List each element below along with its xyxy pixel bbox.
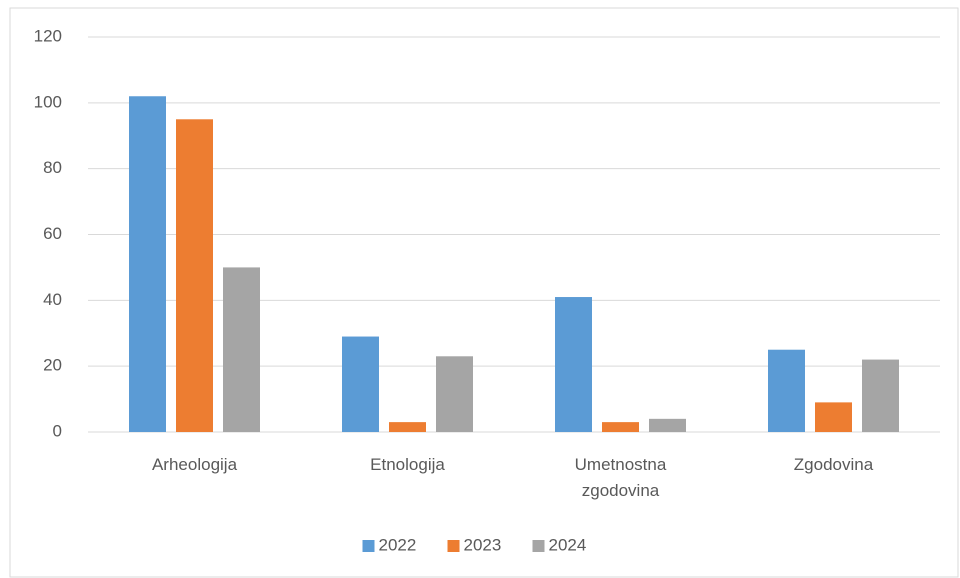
legend-swatch xyxy=(532,540,545,552)
legend-label: 2024 xyxy=(549,535,587,554)
bar xyxy=(815,402,852,432)
y-tick-label: 40 xyxy=(43,290,62,309)
bar xyxy=(555,297,592,432)
x-tick-label: Arheologija xyxy=(151,455,238,474)
legend-swatch xyxy=(362,540,375,552)
y-tick-label: 80 xyxy=(43,158,62,177)
bar xyxy=(768,349,805,432)
bar xyxy=(602,422,639,432)
y-tick-label: 20 xyxy=(43,356,62,375)
bar xyxy=(862,359,899,432)
x-tick-label: Zgodovina xyxy=(793,455,874,474)
chart-border xyxy=(9,7,959,578)
bar xyxy=(342,336,379,432)
bar xyxy=(223,267,260,432)
y-tick-label: 120 xyxy=(34,26,62,45)
legend-label: 2023 xyxy=(464,535,502,554)
x-tick-label: Etnologija xyxy=(370,455,445,474)
bar xyxy=(176,119,213,433)
y-tick-label: 60 xyxy=(43,224,62,243)
bar xyxy=(129,96,166,432)
bar xyxy=(389,422,426,432)
y-tick-label: 100 xyxy=(34,92,62,111)
bar xyxy=(436,356,473,432)
bar xyxy=(649,418,686,432)
legend-swatch xyxy=(447,540,460,552)
y-tick-label: 0 xyxy=(53,421,62,440)
x-tick-label: Umetnostna zgodovina xyxy=(574,455,667,500)
legend-label: 2022 xyxy=(379,535,417,554)
